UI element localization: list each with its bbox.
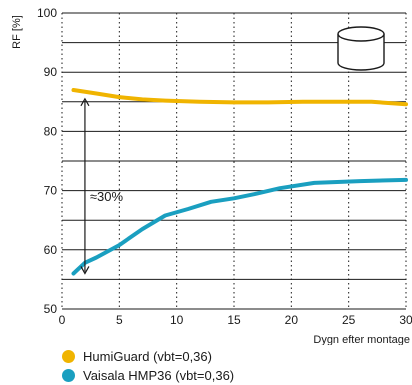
legend-swatch-vaisala bbox=[62, 369, 75, 382]
y-tick-label-70: 70 bbox=[44, 184, 58, 198]
y-tick-label-80: 80 bbox=[44, 124, 58, 138]
tick-labels: 50 60 70 80 90 100 0 5 10 15 20 25 30 bbox=[37, 6, 412, 327]
y-tick-label-100: 100 bbox=[37, 6, 57, 20]
series-line-0 bbox=[71, 88, 408, 107]
x-tick-label-5: 5 bbox=[116, 313, 123, 327]
legend-item-vaisala: Vaisala HMP36 (vbt=0,36) bbox=[62, 366, 234, 385]
series-layer bbox=[71, 88, 408, 276]
legend: HumiGuard (vbt=0,36) Vaisala HMP36 (vbt=… bbox=[62, 347, 234, 385]
y-tick-label-60: 60 bbox=[44, 243, 58, 257]
legend-item-humiguard: HumiGuard (vbt=0,36) bbox=[62, 347, 234, 366]
y-axis-title: RF [%] bbox=[11, 15, 23, 49]
legend-label-vaisala: Vaisala HMP36 (vbt=0,36) bbox=[83, 368, 235, 383]
x-tick-label-15: 15 bbox=[227, 313, 241, 327]
y-tick-label-50: 50 bbox=[44, 302, 58, 316]
series-line-1 bbox=[71, 177, 408, 276]
chart: ≈30% 50 60 70 80 90 100 0 5 10 15 20 25 30 RF [%] Dy… bbox=[11, 6, 412, 345]
x-tick-label-25: 25 bbox=[342, 313, 356, 327]
arrow-head-bottom bbox=[80, 266, 90, 275]
annotation-layer: ≈30% bbox=[80, 97, 124, 275]
x-tick-label-10: 10 bbox=[170, 313, 184, 327]
cylinder-icon bbox=[337, 26, 385, 71]
x-tick-label-30: 30 bbox=[399, 313, 412, 327]
y-tick-label-90: 90 bbox=[44, 65, 58, 79]
arrow-head-top bbox=[80, 97, 90, 107]
legend-label-humiguard: HumiGuard (vbt=0,36) bbox=[83, 349, 212, 364]
x-tick-label-0: 0 bbox=[59, 313, 66, 327]
x-tick-label-20: 20 bbox=[285, 313, 299, 327]
legend-swatch-humiguard bbox=[62, 350, 75, 363]
difference-annotation: ≈30% bbox=[90, 189, 124, 204]
x-axis-title: Dygn efter montage bbox=[313, 334, 410, 345]
